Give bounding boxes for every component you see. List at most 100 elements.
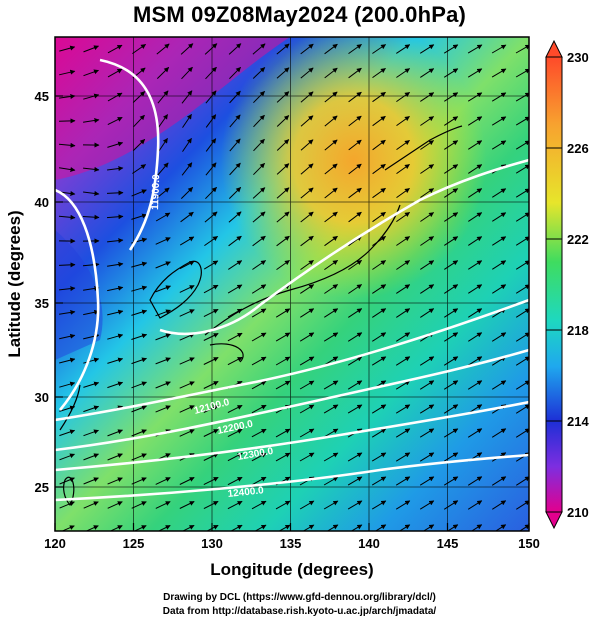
wind-arrow	[372, 308, 387, 318]
wind-arrow	[275, 308, 291, 318]
wind-arrow	[396, 115, 410, 127]
wind-arrow	[395, 428, 411, 438]
wind-arrow	[347, 452, 363, 462]
wind-arrow	[323, 476, 339, 486]
wind-arrow	[324, 211, 338, 223]
wind-arrow	[348, 43, 362, 55]
wind-arrow	[276, 235, 290, 247]
wind-arrow	[443, 476, 459, 486]
wind-arrow	[107, 381, 124, 389]
wind-arrow	[179, 260, 195, 270]
wind-arrow	[59, 309, 76, 315]
wind-arrow	[228, 211, 242, 223]
wind-arrow	[83, 357, 100, 364]
colorbar-body	[545, 56, 563, 513]
y-tick-30: 30	[35, 390, 49, 405]
wind-arrow	[59, 405, 76, 412]
wind-arrow	[203, 476, 219, 486]
wind-arrow	[229, 66, 241, 80]
wind-arrow	[396, 284, 411, 294]
wind-arrow	[396, 260, 411, 270]
wind-arrow	[467, 500, 483, 510]
wind-arrow	[203, 500, 219, 510]
wind-arrow	[83, 477, 99, 485]
wind-arrow	[324, 139, 338, 151]
wind-arrow	[229, 138, 241, 152]
wind-arrow	[300, 284, 315, 294]
wind-arrow	[372, 91, 386, 103]
height-contours	[55, 58, 529, 502]
wind-arrow	[251, 332, 267, 342]
wind-arrow	[205, 162, 217, 176]
wind-arrow	[275, 428, 291, 438]
wind-arrow	[467, 116, 483, 126]
wind-arrow	[300, 308, 315, 318]
y-axis-label: Latitude (degrees)	[5, 210, 24, 357]
y-tick-35: 35	[35, 296, 49, 311]
wind-arrow	[228, 43, 242, 55]
wind-arrow	[347, 332, 363, 342]
wind-arrow	[468, 164, 483, 174]
wind-arrow	[468, 284, 483, 294]
wind-arrow	[467, 92, 483, 102]
credit-data: Data from http://database.rish.kyoto-u.a…	[162, 606, 437, 617]
wind-arrow	[300, 115, 314, 127]
wind-arrow	[515, 236, 529, 246]
wind-arrow	[323, 380, 339, 390]
wind-arrow	[396, 332, 411, 342]
wind-arrow	[419, 404, 435, 414]
wind-arrow	[158, 137, 168, 152]
wind-arrow	[133, 114, 145, 128]
wind-arrow	[230, 524, 243, 531]
wind-arrow	[395, 476, 411, 486]
wind-arrow	[395, 380, 411, 390]
wind-arrow	[252, 260, 267, 270]
wind-arrow	[229, 162, 241, 176]
wind-arrow	[300, 187, 314, 199]
wind-arrow	[83, 166, 100, 172]
wind-arrow	[348, 284, 363, 294]
wind-arrow	[107, 453, 123, 461]
wind-arrow	[323, 428, 339, 438]
wind-arrow	[275, 332, 291, 342]
wind-arrow	[491, 476, 507, 486]
wind-arrow	[276, 115, 290, 127]
wind-arrow	[395, 452, 411, 462]
colorbar-label-222: 222	[567, 232, 589, 247]
wind-arrow	[203, 308, 219, 318]
wind-arrow	[132, 139, 146, 151]
contour-label-12400: 12400.0	[227, 485, 265, 500]
wind-arrow	[156, 43, 170, 55]
wind-arrow	[470, 524, 483, 531]
wind-arrow	[82, 214, 100, 220]
wind-arrow	[203, 260, 219, 270]
wind-arrow	[323, 452, 339, 462]
wind-arrow	[443, 44, 459, 54]
wind-arrow	[348, 187, 362, 199]
x-axis-label: Longitude (degrees)	[210, 560, 373, 579]
wind-arrow	[446, 524, 459, 531]
wind-arrow	[276, 67, 290, 79]
credit-drawing: Drawing by DCL (https://www.gfd-dennou.o…	[163, 592, 436, 603]
wind-arrow	[515, 308, 529, 318]
wind-arrow	[302, 524, 315, 531]
wind-arrow	[492, 500, 507, 510]
wind-arrow	[372, 163, 386, 175]
wind-arrow	[107, 141, 124, 148]
wind-arrow	[275, 356, 291, 366]
wind-arrow	[227, 500, 243, 510]
wind-arrow	[157, 162, 169, 176]
wind-arrow	[300, 43, 314, 55]
wind-arrow	[132, 164, 147, 174]
wind-arrow	[492, 188, 507, 198]
wind-arrow	[492, 284, 507, 294]
wind-arrow	[203, 381, 219, 389]
wind-arrow	[467, 428, 483, 438]
wind-arrow	[276, 91, 290, 103]
wind-arrow	[228, 260, 243, 270]
wind-arrow	[179, 285, 195, 293]
wind-arrow	[107, 261, 124, 267]
wind-arrow	[515, 428, 529, 438]
wind-arrow	[204, 211, 218, 223]
wind-arrow	[468, 332, 483, 342]
